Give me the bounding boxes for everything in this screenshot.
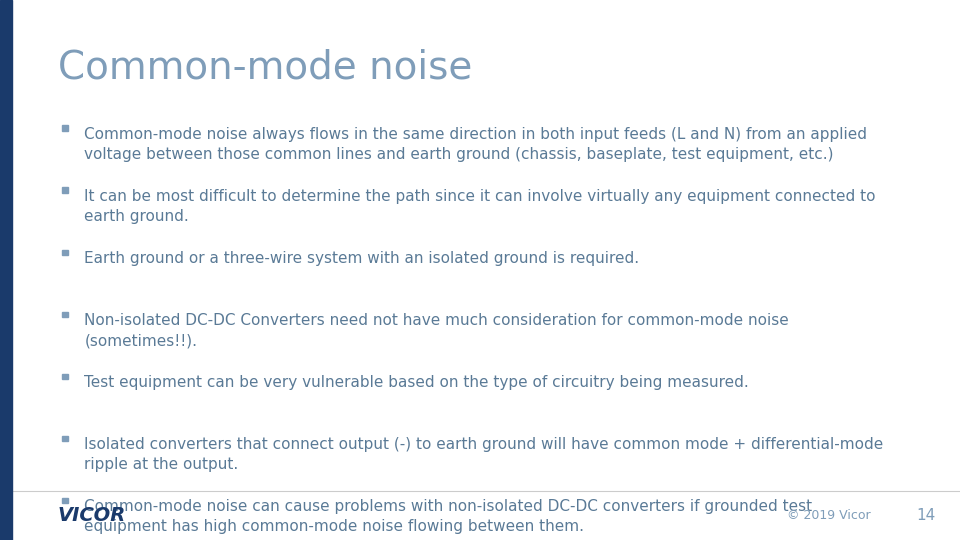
Bar xyxy=(62,312,68,317)
Bar xyxy=(62,436,68,441)
Bar xyxy=(62,498,68,503)
Bar xyxy=(62,374,68,379)
Text: Common-mode noise can cause problems with non-isolated DC-DC converters if groun: Common-mode noise can cause problems wit… xyxy=(84,500,812,534)
Text: Common-mode noise: Common-mode noise xyxy=(58,49,472,86)
Bar xyxy=(62,125,68,131)
Bar xyxy=(62,249,68,255)
Text: Isolated converters that connect output (-) to earth ground will have common mod: Isolated converters that connect output … xyxy=(84,437,884,472)
Text: 14: 14 xyxy=(917,508,936,523)
Text: © 2019 Vicor: © 2019 Vicor xyxy=(787,509,871,522)
Text: It can be most difficult to determine the path since it can involve virtually an: It can be most difficult to determine th… xyxy=(84,189,876,224)
Bar xyxy=(62,187,68,193)
Bar xyxy=(0,0,12,540)
Text: Common-mode noise always flows in the same direction in both input feeds (L and : Common-mode noise always flows in the sa… xyxy=(84,127,868,161)
Text: Non-isolated DC-DC Converters need not have much consideration for common-mode n: Non-isolated DC-DC Converters need not h… xyxy=(84,313,789,348)
Text: VICOR: VICOR xyxy=(58,506,126,525)
Text: Earth ground or a three-wire system with an isolated ground is required.: Earth ground or a three-wire system with… xyxy=(84,251,639,266)
Text: Test equipment can be very vulnerable based on the type of circuitry being measu: Test equipment can be very vulnerable ba… xyxy=(84,375,749,390)
